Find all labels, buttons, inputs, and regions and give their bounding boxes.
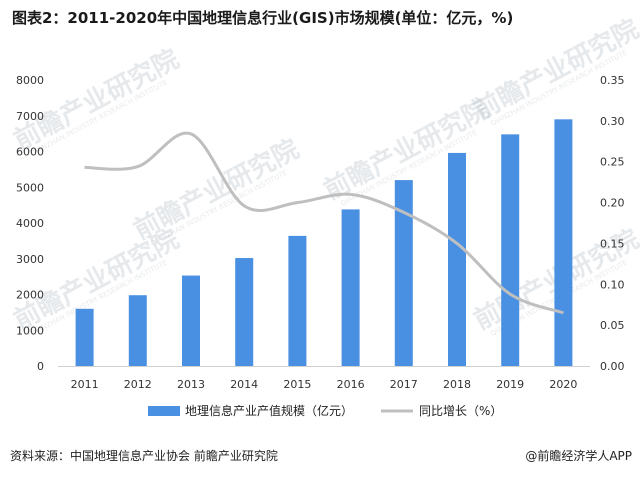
bar: [128, 295, 147, 366]
legend-label-line: 同比增长（%）: [419, 404, 502, 418]
bar: [235, 258, 254, 366]
watermark-text: 前瞻产业研究院: [9, 223, 184, 336]
bar: [75, 308, 94, 366]
y-axis-left: 0 1000 2000 3000 4000 5000 6000 7000 8000: [16, 74, 44, 373]
x-tick-label: 2016: [337, 378, 365, 391]
bar: [394, 180, 413, 366]
x-tick-label: 2013: [177, 378, 205, 391]
y-left-tick-label: 8000: [16, 74, 44, 87]
y-right-tick-label: 0.20: [600, 197, 625, 210]
y-right-tick-label: 0.30: [600, 115, 625, 128]
y-right-tick-label: 0.25: [600, 156, 625, 169]
x-tick-label: 2015: [283, 378, 311, 391]
x-axis: 2011 2012 2013 2014 2015 2016 2017 2018 2019 2020: [58, 366, 590, 391]
y-right-tick-label: 0.00: [600, 360, 625, 373]
y-left-tick-label: 7000: [16, 110, 44, 123]
x-tick-label: 2014: [230, 378, 258, 391]
bar: [448, 152, 466, 366]
x-tick-label: 2012: [124, 378, 152, 391]
y-left-tick-label: 2000: [16, 289, 44, 302]
y-left-tick-label: 3000: [16, 253, 44, 266]
y-left-tick-label: 6000: [16, 146, 44, 159]
y-right-tick-label: 0.35: [600, 74, 625, 87]
y-right-tick-label: 0.05: [600, 319, 625, 332]
bar: [554, 119, 573, 366]
bar: [182, 275, 200, 366]
watermark-text: 前瞻产业研究院: [9, 43, 184, 156]
legend-swatch-bar: [148, 406, 180, 416]
source-note: 资料来源：中国地理信息产业协会 前瞻产业研究院: [10, 449, 278, 463]
watermark-text: 前瞻产业研究院: [469, 13, 642, 126]
y-right-tick-label: 0.15: [600, 237, 625, 250]
growth-line: [84, 131, 564, 315]
x-tick-label: 2020: [549, 378, 577, 391]
x-tick-label: 2011: [71, 378, 99, 391]
bar: [288, 235, 307, 366]
legend: 地理信息产业产值规模（亿元） 同比增长（%）: [148, 403, 502, 418]
y-left-tick-label: 0: [37, 360, 44, 373]
y-left-tick-label: 1000: [16, 324, 44, 337]
x-tick-label: 2018: [443, 378, 471, 391]
y-right-tick-label: 0.10: [600, 278, 625, 291]
legend-label-bar: 地理信息产业产值规模（亿元）: [185, 403, 353, 418]
x-tick-label: 2019: [496, 378, 524, 391]
chart-title: 图表2：2011-2020年中国地理信息行业(GIS)市场规模(单位：亿元，%): [12, 9, 514, 27]
y-left-tick-label: 4000: [16, 217, 44, 230]
y-left-tick-label: 5000: [16, 181, 44, 194]
watermark-text: 前瞻产业研究院: [129, 133, 304, 246]
y-axis-right: 0.00 0.05 0.10 0.15 0.20 0.25 0.30 0.35: [600, 74, 625, 373]
bar: [501, 134, 520, 366]
bar-series: [75, 119, 573, 366]
bar: [341, 209, 360, 366]
brand-credit: @前瞻经济学人APP: [525, 449, 632, 463]
line-series: [84, 131, 564, 315]
x-tick-label: 2017: [390, 378, 418, 391]
